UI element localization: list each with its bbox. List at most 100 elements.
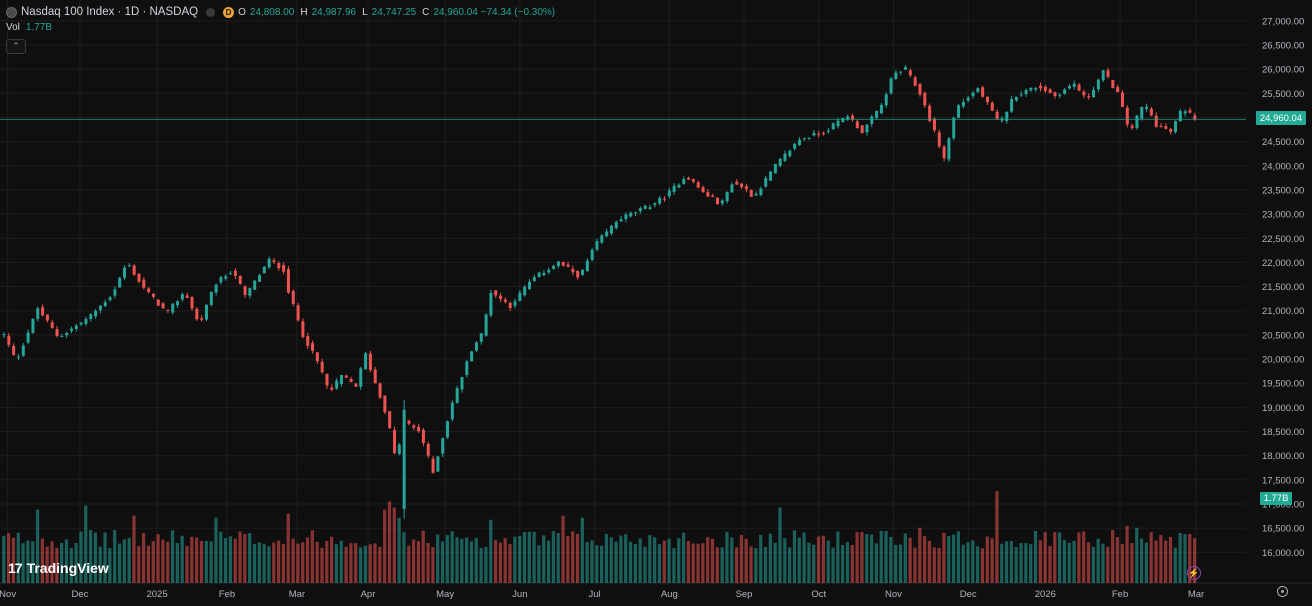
volume-bar bbox=[836, 531, 840, 583]
candle-body bbox=[1014, 96, 1018, 101]
volume-bar bbox=[677, 538, 681, 583]
collapse-legend-button[interactable]: ⌃ bbox=[6, 39, 26, 54]
candle-body bbox=[1174, 121, 1178, 132]
candle-body bbox=[783, 153, 787, 161]
volume-bar bbox=[60, 543, 64, 583]
candle-body bbox=[306, 336, 310, 347]
volume-bar bbox=[961, 544, 965, 583]
volume-bar bbox=[653, 537, 657, 583]
x-tick-label: 2026 bbox=[1035, 589, 1056, 600]
volume-bar bbox=[74, 542, 78, 583]
bolt-icon[interactable]: ⚡ bbox=[1187, 566, 1201, 580]
volume-bar bbox=[894, 544, 898, 583]
candle-body bbox=[330, 387, 334, 390]
volume-bar bbox=[802, 532, 806, 583]
candle-body bbox=[981, 87, 985, 97]
x-tick-label: Oct bbox=[811, 589, 826, 600]
candle-body bbox=[474, 342, 478, 351]
volume-bar bbox=[792, 530, 797, 583]
volume-bar bbox=[1082, 531, 1086, 583]
candle-body bbox=[513, 301, 517, 306]
candle-body bbox=[995, 111, 999, 119]
x-tick-label: Mar bbox=[289, 589, 305, 600]
volume-bar bbox=[937, 547, 941, 583]
volume-label[interactable]: Vol bbox=[6, 22, 20, 33]
candle-body bbox=[1125, 107, 1129, 125]
candle-body bbox=[2, 334, 6, 336]
volume-bar bbox=[489, 519, 493, 583]
volume-bar bbox=[744, 538, 748, 583]
y-tick-label: 22,000.00 bbox=[1262, 258, 1304, 269]
volume-bar bbox=[64, 539, 69, 583]
volume-bar bbox=[1149, 532, 1153, 583]
candle-body bbox=[219, 277, 223, 283]
y-tick-label: 27,000.00 bbox=[1262, 16, 1304, 27]
volume-bar bbox=[7, 533, 11, 583]
candle-body bbox=[687, 177, 691, 180]
volume-bar bbox=[190, 536, 194, 583]
candle-body bbox=[1024, 90, 1028, 95]
candle-body bbox=[45, 314, 49, 321]
candle-body bbox=[797, 139, 801, 146]
volume-bar bbox=[706, 537, 710, 583]
candle-body bbox=[571, 268, 575, 273]
volume-bar bbox=[667, 538, 671, 583]
candle-body bbox=[1140, 107, 1144, 119]
volume-bar bbox=[551, 531, 555, 583]
volume-bar bbox=[93, 532, 97, 583]
candle-body bbox=[1183, 111, 1187, 114]
volume-bar bbox=[763, 547, 768, 583]
candle-body bbox=[793, 143, 797, 149]
y-tick-label: 17,000.00 bbox=[1262, 500, 1304, 511]
candle-body bbox=[923, 92, 927, 106]
candle-body bbox=[643, 205, 647, 209]
candle-body bbox=[576, 270, 580, 278]
data-provider-badge[interactable]: D bbox=[223, 6, 235, 18]
volume-bar bbox=[1173, 547, 1177, 583]
volume-bar bbox=[1183, 534, 1187, 583]
volume-bar bbox=[1009, 541, 1013, 583]
candle-body bbox=[267, 258, 271, 268]
candle-body bbox=[441, 438, 445, 454]
volume-bar bbox=[276, 540, 281, 583]
volume-bar bbox=[233, 538, 237, 583]
candle-body bbox=[1164, 126, 1168, 129]
candle-body bbox=[812, 132, 816, 136]
tradingview-logo[interactable]: 17 TradingView bbox=[8, 560, 109, 576]
volume-bar bbox=[1067, 542, 1071, 583]
candle-body bbox=[990, 102, 994, 111]
candle-body bbox=[359, 368, 363, 387]
volume-bar bbox=[368, 544, 372, 583]
candle-body bbox=[1072, 83, 1076, 87]
volume-bar bbox=[421, 530, 425, 583]
gear-icon[interactable] bbox=[1277, 586, 1288, 597]
candle-body bbox=[658, 198, 662, 204]
x-tick-label: May bbox=[436, 589, 454, 600]
candle-body bbox=[65, 332, 69, 336]
candle-body bbox=[402, 409, 406, 509]
candle-body bbox=[677, 184, 681, 188]
candle-body bbox=[185, 295, 189, 299]
candle-body bbox=[634, 212, 638, 214]
volume-bar bbox=[522, 531, 527, 583]
volume-bar bbox=[754, 548, 758, 583]
candle-body bbox=[1077, 84, 1081, 91]
volume-bar bbox=[947, 536, 951, 583]
volume-bar bbox=[923, 536, 927, 583]
volume-bar bbox=[98, 546, 102, 583]
symbol-title[interactable]: Nasdaq 100 Index · 1D · NASDAQ bbox=[21, 6, 199, 18]
candle-body bbox=[740, 183, 744, 188]
candle-body bbox=[1106, 70, 1110, 77]
candle-body bbox=[971, 92, 975, 97]
volume-bar bbox=[465, 537, 469, 583]
volume-bar bbox=[971, 540, 975, 583]
volume-bar bbox=[710, 538, 715, 583]
volume-bar bbox=[976, 546, 980, 583]
tradingview-logo-text: TradingView bbox=[26, 560, 109, 576]
candle-body bbox=[585, 260, 589, 272]
candle-body bbox=[354, 383, 358, 387]
volume-bar bbox=[142, 533, 146, 583]
candle-body bbox=[672, 185, 676, 192]
volume-bar bbox=[267, 546, 271, 583]
